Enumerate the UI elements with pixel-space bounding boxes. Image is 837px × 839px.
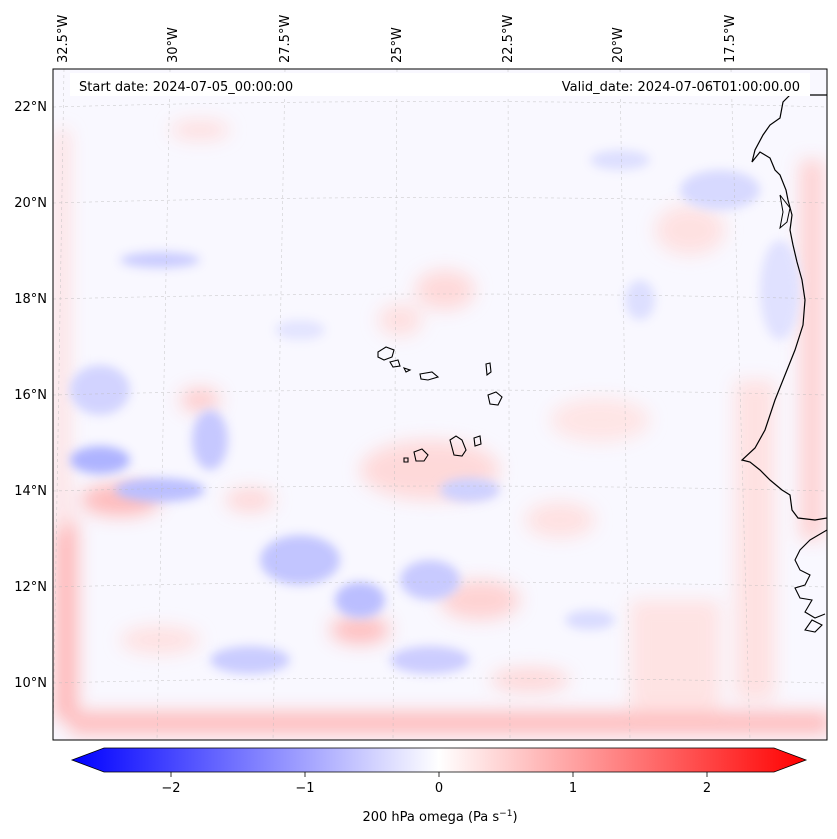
lon-label: 25°W [390,27,405,63]
colorbar-ticks: −2 −1 0 1 2 [161,772,711,796]
colorbar-tick-label: 1 [569,781,577,796]
colorbar: −2 −1 0 1 2 200 hPa omega (Pa s−1) [70,747,808,825]
valid-date-label: Valid_date: 2024-07-06T01:00:00.00 [562,80,800,95]
lat-label: 20°N [14,196,47,211]
colorbar-tick-label: 2 [703,781,711,796]
start-date-label: Start date: 2024-07-05_00:00:00 [79,80,293,95]
colorbar-label: 200 hPa omega (Pa s−1) [362,809,517,825]
lat-label: 14°N [14,484,47,499]
africa-coastline [740,94,827,521]
lat-label: 16°N [14,388,47,403]
colorbar-tick-label: −2 [161,781,180,796]
lat-label: 10°N [14,676,47,691]
cape-verde-islands [377,346,503,463]
lat-label: 22°N [14,100,47,115]
map-panel [53,69,827,740]
map-frame [52,68,828,741]
colorbar-bar [70,747,808,773]
lon-label: 27.5°W [278,15,293,63]
latitude-labels: 22°N 20°N 18°N 16°N 14°N 12°N 10°N [14,100,47,691]
colorbar-tick-label: 0 [435,781,443,796]
longitude-labels: 32.5°W 30°W 27.5°W 25°W 22.5°W 20°W 17.5… [56,15,738,63]
lon-label: 20°W [611,27,626,63]
lon-label: 30°W [166,27,181,63]
header-band [70,73,810,96]
colorbar-tick-label: −1 [295,781,314,796]
lat-label: 12°N [14,580,47,595]
omega-field [55,120,827,734]
lat-label: 18°N [14,292,47,307]
lon-label: 17.5°W [723,15,738,63]
lon-label: 32.5°W [56,15,71,63]
lon-label: 22.5°W [501,15,516,63]
gridlines [53,69,827,740]
